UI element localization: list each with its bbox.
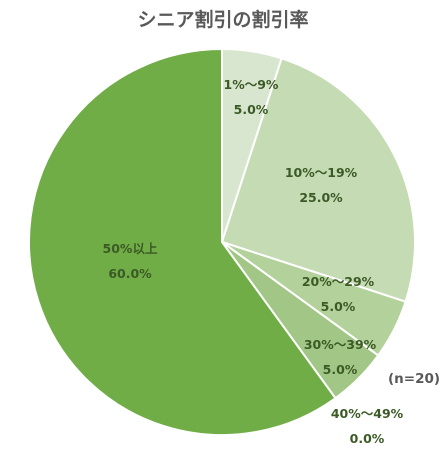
sample-size-note: (n=20) xyxy=(388,371,440,387)
pie-slices xyxy=(28,48,416,436)
slice-4-category-label: 30%〜39% xyxy=(304,337,377,352)
slice-6-category-label: 50%以上 xyxy=(103,241,158,256)
slice-6-value-label: 60.0% xyxy=(108,266,152,281)
pie-labels: 1%〜9% 5.0% 10%〜19% 25.0% 20%〜29% 5.0% 30%〜39% 5… xyxy=(103,77,404,446)
chart-title: シニア割引の割引率 xyxy=(137,8,308,31)
slice-5-category-label: 40%〜49% xyxy=(331,406,404,421)
slice-2-wedge xyxy=(221,57,416,303)
slice-3-value-label: 5.0% xyxy=(321,299,356,314)
slice-2-category-label: 10%〜19% xyxy=(285,165,358,180)
slice-4-value-label: 5.0% xyxy=(323,362,358,377)
slice-2-value-label: 25.0% xyxy=(299,190,343,205)
slice-1-category-label: 1%〜9% xyxy=(224,77,279,92)
slice-1-value-label: 5.0% xyxy=(234,102,269,117)
slice-6-wedge xyxy=(28,48,337,436)
slice-3-category-label: 20%〜29% xyxy=(302,274,375,289)
slice-5-value-label: 0.0% xyxy=(350,431,385,446)
